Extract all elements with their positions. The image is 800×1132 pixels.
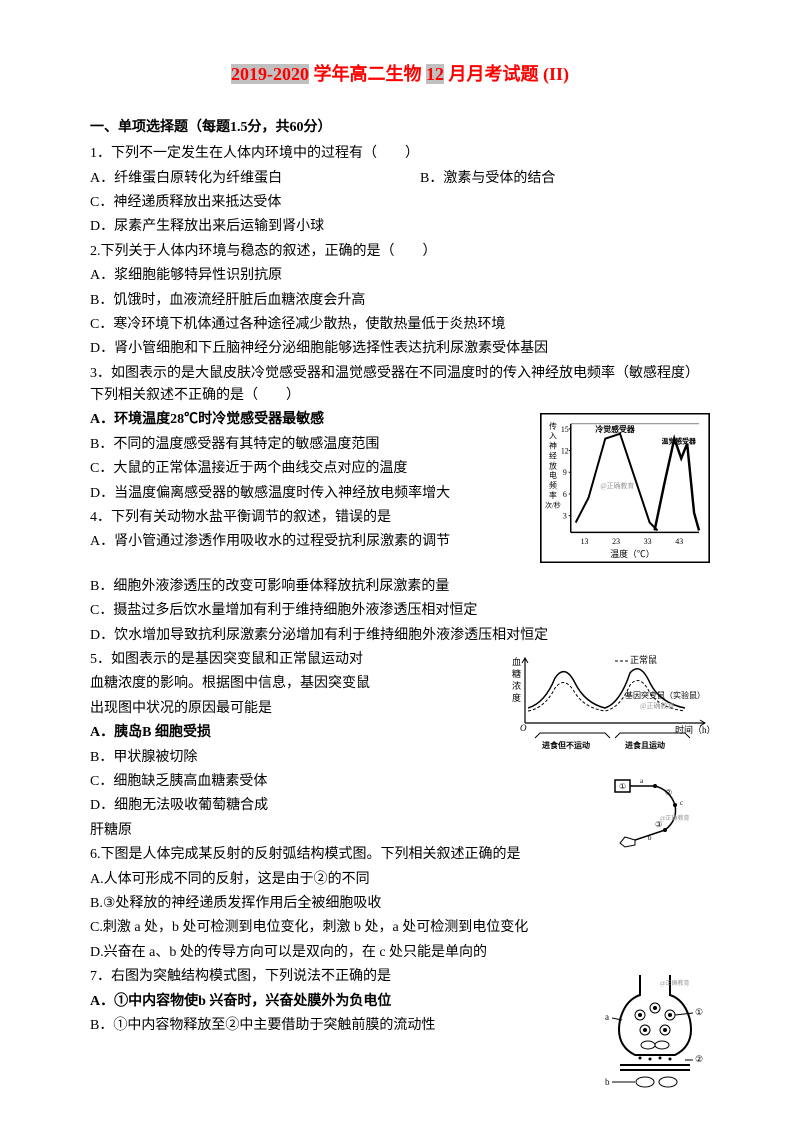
- q4-opt-d: D．饮水增加导致抗利尿激素分泌增加有利于维持细胞外液渗透压相对恒定: [90, 625, 710, 647]
- svg-text:②: ②: [695, 1054, 703, 1064]
- svg-text:a: a: [605, 1012, 609, 1022]
- q3-stem: 3．如图表示的是大鼠皮肤冷觉感受器和温觉感受器在不同温度时的传入神经放电频率（敏…: [90, 363, 710, 408]
- title-hl1: 2019-2020: [231, 64, 309, 84]
- svg-text:频: 频: [549, 480, 557, 490]
- svg-text:12: 12: [561, 447, 569, 456]
- svg-text:浓: 浓: [512, 681, 521, 691]
- chart1-label1: 冷觉感受器: [595, 424, 634, 434]
- chart2-watermark: @正确教育: [640, 701, 674, 710]
- svg-text:c: c: [680, 799, 683, 807]
- svg-text:23: 23: [612, 538, 620, 547]
- chart1-svg: 传 入 神 经 放 电 频 率 次/秒 15 12 9 6 3 13 23 33…: [540, 413, 710, 563]
- title-tail: 月月考试题 (II): [444, 64, 569, 84]
- q4-opt-c: C．摄盐过多后饮水量增加有利于维持细胞外液渗透压相对恒定: [90, 600, 710, 622]
- svg-text:糖: 糖: [512, 668, 521, 679]
- q6-opt-c: C.刺激 a 处，b 处可检测到电位变化，刺激 b 处，a 处可检测到电位变化: [90, 917, 710, 939]
- svg-text:b: b: [648, 834, 652, 842]
- q1-opt-a: A．纤维蛋白原转化为纤维蛋白: [90, 168, 380, 190]
- chart1-watermark: @正确教育: [600, 481, 634, 490]
- q4-opt-b: B．细胞外液渗透压的改变可影响垂体释放抗利尿激素的量: [90, 576, 710, 598]
- chart-temperature: 传 入 神 经 放 电 频 率 次/秒 15 12 9 6 3 13 23 33…: [540, 413, 710, 571]
- svg-text:①: ①: [695, 1007, 703, 1017]
- title-mid: 学年高二生物: [309, 64, 426, 84]
- svg-text:入: 入: [549, 432, 557, 441]
- svg-text:②: ②: [665, 788, 672, 797]
- svg-text:神: 神: [549, 441, 557, 451]
- svg-text:b: b: [605, 1077, 610, 1087]
- svg-text:①: ①: [619, 782, 626, 791]
- diagram-synapse: a ① ② b @正确教育: [600, 970, 710, 1108]
- svg-text:15: 15: [561, 425, 569, 434]
- svg-text:放: 放: [549, 461, 557, 471]
- chart2-label2: 基因突变鼠（实验鼠）: [625, 690, 705, 700]
- chart2-seg1: 进食但不运动: [542, 740, 590, 750]
- q1-stem: 1．下列不一定发生在人体内环境中的过程有（ ）: [90, 143, 710, 165]
- svg-text:33: 33: [644, 538, 652, 547]
- chart2-label1: 正常鼠: [630, 654, 657, 665]
- q2-stem: 2.下列关于人体内环境与稳态的叙述，正确的是（ ）: [90, 241, 710, 263]
- q6-opt-a: A.人体可形成不同的反射，这是由于②的不同: [90, 869, 710, 891]
- section-1-heading: 一、单项选择题（每题1.5分，共60分）: [90, 117, 710, 139]
- svg-text:经: 经: [549, 451, 557, 461]
- svg-text:3: 3: [563, 512, 567, 521]
- title-hl2: 12: [426, 64, 444, 84]
- svg-text:率: 率: [549, 490, 557, 500]
- q6-opt-b: B.③处释放的神经递质发挥作用后全被细胞吸收: [90, 893, 710, 915]
- chart1-ylabel: 传: [549, 421, 557, 431]
- diagram-reflex-arc: ① a c ② b ③ @正确教育: [610, 775, 710, 863]
- svg-text:43: 43: [675, 538, 683, 547]
- svg-text:度: 度: [512, 692, 521, 703]
- chart3-watermark: @正确教育: [660, 814, 690, 822]
- chart4-svg: a ① ② b @正确教育: [600, 970, 710, 1100]
- chart-glucose: 血 糖 浓 度 正常鼠 基因突变鼠（实验鼠） 时间（h） 进食但不运动 进食且运…: [510, 653, 710, 761]
- q2-opt-d: D．肾小管细胞和下丘脑神经分泌细胞能够选择性表达抗利尿激素受体基因: [90, 338, 710, 360]
- chart1-label2: 温觉感受器: [662, 437, 697, 446]
- q1-opt-c: C．神经递质释放出来抵达受体: [90, 192, 710, 214]
- q1-opt-d: D．尿素产生释放出来后运输到肾小球: [90, 216, 710, 238]
- svg-text:血: 血: [512, 656, 521, 667]
- chart2-seg2: 进食且运动: [625, 740, 665, 750]
- chart4-watermark: @正确教育: [660, 979, 690, 987]
- page-title: 2019-2020 学年高二生物 12 月月考试题 (II): [90, 60, 710, 89]
- svg-text:13: 13: [581, 538, 589, 547]
- q2-opt-b: B．饥饿时，血液流经肝脏后血糖浓度会升高: [90, 290, 710, 312]
- svg-text:9: 9: [563, 469, 567, 478]
- chart1-xlabel: 温度（℃）: [610, 549, 654, 560]
- svg-text:6: 6: [563, 490, 567, 499]
- q6-opt-d: D.兴奋在 a、b 处的传导方向可以是双向的，在 c 处只能是单向的: [90, 942, 710, 964]
- q2-opt-a: A．浆细胞能够特异性识别抗原: [90, 265, 710, 287]
- chart2-svg: 血 糖 浓 度 正常鼠 基因突变鼠（实验鼠） 时间（h） 进食但不运动 进食且运…: [510, 653, 710, 753]
- chart3-svg: ① a c ② b ③ @正确教育: [610, 775, 710, 855]
- svg-text:a: a: [640, 777, 644, 785]
- q2-opt-c: C．寒冷环境下机体通过各种途径减少散热，使散热量低于炎热环境: [90, 314, 710, 336]
- svg-text:次/秒: 次/秒: [545, 501, 561, 510]
- q1-opt-b: B．激素与受体的结合: [420, 168, 710, 190]
- svg-text:O: O: [520, 723, 527, 733]
- svg-text:电: 电: [549, 471, 557, 481]
